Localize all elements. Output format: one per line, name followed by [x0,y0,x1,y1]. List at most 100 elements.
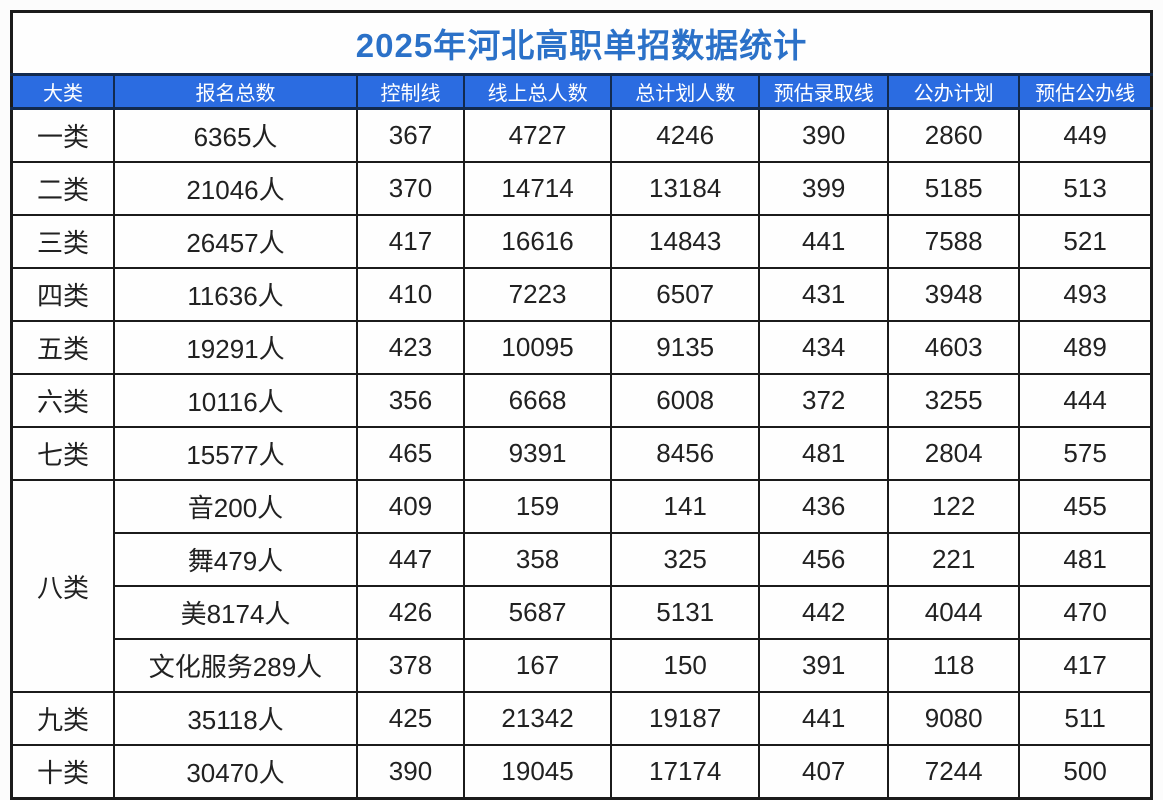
data-cell: 409 [355,479,466,534]
data-cell: 455 [1018,479,1153,534]
column-header-4: 线上总人数 [463,73,613,110]
data-cell: 167 [463,638,613,693]
data-cell: 481 [758,426,890,481]
data-cell: 390 [758,107,890,163]
table-row: 舞479人 447 358 325 456 221 481 [12,532,1153,587]
data-cell: 5185 [887,161,1021,216]
table-row: 美8174人 426 5687 5131 442 4044 470 [12,585,1153,640]
data-cell: 521 [1018,214,1153,269]
data-cell: 444 [1018,373,1153,428]
column-header-7: 公办计划 [887,73,1021,110]
data-cell: 141 [610,479,761,534]
data-cell: 470 [1018,585,1153,640]
data-cell: 7588 [887,214,1021,269]
data-cell: 390 [355,744,466,800]
column-header-6: 预估录取线 [758,73,890,110]
data-cell: 8456 [610,426,761,481]
data-cell: 26457人 [113,214,358,269]
data-cell: 372 [758,373,890,428]
data-cell: 442 [758,585,890,640]
category-cell: 五类 [10,320,116,375]
data-cell: 407 [758,744,890,800]
page-title: 2025年河北高职单招数据统计 [10,10,1153,76]
data-cell: 9080 [887,691,1021,746]
data-cell: 19187 [610,691,761,746]
data-cell: 511 [1018,691,1153,746]
table-row: 八类 音200人 409 159 141 436 122 455 [10,479,1153,693]
data-cell: 13184 [610,161,761,216]
data-cell: 481 [1018,532,1153,587]
column-header-row: 大类 报名总数 控制线 线上总人数 总计划人数 预估录取线 公办计划 预估公办线 [10,73,1153,110]
data-cell: 4246 [610,107,761,163]
data-cell: 449 [1018,107,1153,163]
data-cell: 4044 [887,585,1021,640]
data-cell: 21342 [463,691,613,746]
data-cell: 6008 [610,373,761,428]
column-header-1: 大类 [10,73,116,110]
data-cell: 410 [355,267,466,322]
category-cell: 四类 [10,267,116,322]
category-cell: 八类 [10,479,116,693]
table-row: 四类 11636人 410 7223 6507 431 3948 493 [10,267,1153,322]
data-cell: 118 [887,638,1021,693]
data-cell: 9135 [610,320,761,375]
data-cell: 6365人 [113,107,358,163]
data-cell: 447 [355,532,466,587]
data-cell: 4727 [463,107,613,163]
category-cell: 七类 [10,426,116,481]
data-cell: 15577人 [113,426,358,481]
table-row: 二类 21046人 370 14714 13184 399 5185 513 [10,161,1153,216]
data-cell: 441 [758,691,890,746]
data-cell: 舞479人 [113,532,358,587]
statistics-table-wrapper: 2025年河北高职单招数据统计 大类 报名总数 控制线 线上总人数 总计划人数 预估录取线… [10,10,1153,800]
column-header-3: 控制线 [355,73,466,110]
data-cell: 文化服务289人 [113,638,358,693]
table-row: 十类 30470人 390 19045 17174 407 7244 500 [10,744,1153,800]
category-cell: 六类 [10,373,116,428]
data-cell: 122 [887,479,1021,534]
column-header-2: 报名总数 [113,73,358,110]
table-row: 六类 10116人 356 6668 6008 372 3255 444 [10,373,1153,428]
data-cell: 423 [355,320,466,375]
data-cell: 325 [610,532,761,587]
data-cell: 6668 [463,373,613,428]
data-cell: 434 [758,320,890,375]
data-cell: 19045 [463,744,613,800]
data-cell: 10116人 [113,373,358,428]
data-cell: 378 [355,638,466,693]
data-cell: 19291人 [113,320,358,375]
data-cell: 4603 [887,320,1021,375]
statistics-table: 2025年河北高职单招数据统计 大类 报名总数 控制线 线上总人数 总计划人数 预估录取线… [10,10,1153,800]
data-cell: 575 [1018,426,1153,481]
data-cell: 5131 [610,585,761,640]
category-cell: 十类 [10,744,116,800]
data-cell: 370 [355,161,466,216]
data-cell: 14843 [610,214,761,269]
data-cell: 150 [610,638,761,693]
data-cell: 6507 [610,267,761,322]
data-cell: 159 [463,479,613,534]
data-cell: 3948 [887,267,1021,322]
data-cell: 10095 [463,320,613,375]
data-cell: 489 [1018,320,1153,375]
data-cell: 221 [887,532,1021,587]
data-cell: 436 [758,479,890,534]
data-cell: 417 [1018,638,1153,693]
data-cell: 513 [1018,161,1153,216]
data-cell: 11636人 [113,267,358,322]
data-cell: 7223 [463,267,613,322]
data-cell: 456 [758,532,890,587]
table-row: 五类 19291人 423 10095 9135 434 4603 489 [10,320,1153,375]
data-cell: 2860 [887,107,1021,163]
table-row: 九类 35118人 425 21342 19187 441 9080 511 [10,691,1153,746]
data-cell: 426 [355,585,466,640]
data-cell: 431 [758,267,890,322]
data-cell: 17174 [610,744,761,800]
data-cell: 美8174人 [113,585,358,640]
table-row: 一类 6365人 367 4727 4246 390 2860 449 [10,107,1153,163]
data-cell: 356 [355,373,466,428]
data-cell: 16616 [463,214,613,269]
data-cell: 7244 [887,744,1021,800]
data-cell: 465 [355,426,466,481]
data-cell: 2804 [887,426,1021,481]
